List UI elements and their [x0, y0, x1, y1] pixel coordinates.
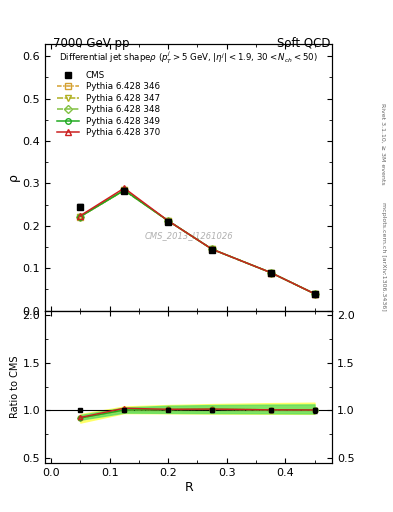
Text: 7000 GeV pp: 7000 GeV pp: [53, 37, 130, 50]
Text: mcplots.cern.ch [arXiv:1306.3436]: mcplots.cern.ch [arXiv:1306.3436]: [381, 202, 386, 310]
Text: Soft QCD: Soft QCD: [277, 37, 330, 50]
Y-axis label: ρ: ρ: [7, 173, 20, 181]
X-axis label: R: R: [184, 481, 193, 494]
Y-axis label: Ratio to CMS: Ratio to CMS: [10, 356, 20, 418]
Text: Rivet 3.1.10, ≥ 3M events: Rivet 3.1.10, ≥ 3M events: [381, 102, 386, 184]
Text: Differential jet shape$\rho$ ($p_T^j$$>$5 GeV, $|\eta^j|$$<$1.9, 30$<$$N_{ch}$$<: Differential jet shape$\rho$ ($p_T^j$$>$…: [59, 50, 318, 67]
Text: CMS_2013_I1261026: CMS_2013_I1261026: [144, 231, 233, 240]
Legend: CMS, Pythia 6.428 346, Pythia 6.428 347, Pythia 6.428 348, Pythia 6.428 349, Pyt: CMS, Pythia 6.428 346, Pythia 6.428 347,…: [55, 69, 162, 139]
